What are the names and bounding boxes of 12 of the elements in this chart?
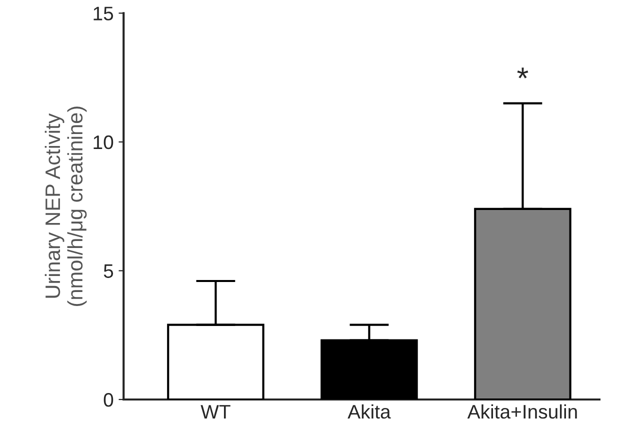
annotation: * [517,68,528,78]
y-axis-title: Urinary NEP Activity (nmol/h/μg creatinine) [44,106,87,306]
y-tick-label: 15 [94,6,114,20]
bar [167,324,264,400]
y-tick-label: 10 [94,135,114,150]
x-tick-label: WT [200,405,230,418]
bar [320,339,418,400]
x-tick-label: Akita+Insulin [467,404,577,419]
y-tick-label: 5 [104,264,114,278]
y-tick-label: 0 [104,392,114,407]
bar [474,208,572,400]
x-tick-label: Akita [348,404,391,419]
